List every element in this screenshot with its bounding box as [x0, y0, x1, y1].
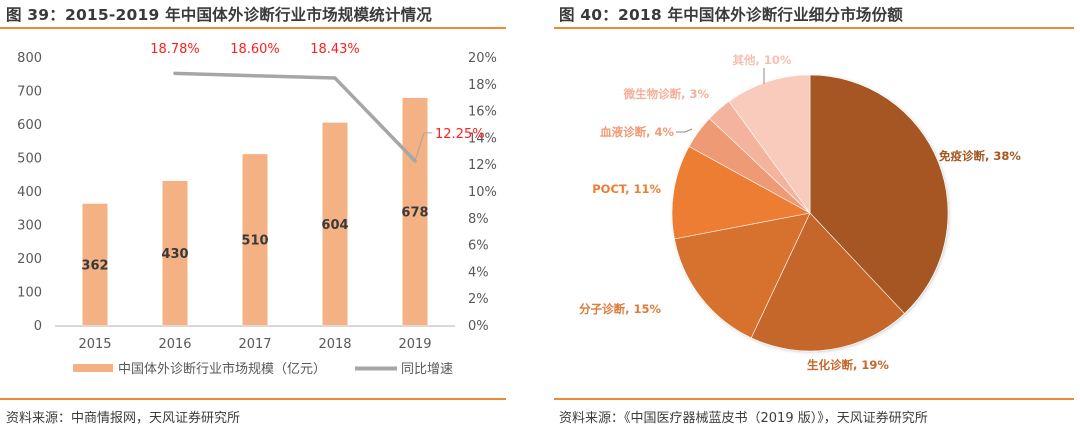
x-tick-label: 2018: [318, 337, 351, 352]
y-right-tick-label: 8%: [468, 212, 489, 227]
legend-swatch-bar: [73, 364, 113, 372]
y-left-tick-label: 700: [17, 85, 42, 100]
pie-slice-label: 生化诊断, 19%: [807, 358, 889, 372]
y-right-tick-label: 6%: [468, 239, 489, 254]
pie-slice-label: POCT, 11%: [592, 182, 661, 196]
y-right-tick-label: 12%: [468, 158, 497, 173]
growth-rate-line: [173, 71, 417, 163]
legend-label-line: 同比增速: [401, 362, 453, 377]
figure-39-source: 资料来源：中商情报网，天风证券研究所: [6, 411, 241, 426]
y-right-tick-label: 16%: [468, 105, 497, 120]
x-tick-label: 2016: [158, 337, 191, 352]
source-divider: [0, 398, 506, 400]
legend-label-bar: 中国体外诊断行业市场规模（亿元）: [118, 361, 326, 377]
y-right-tick-label: 14%: [468, 131, 497, 146]
figure-40-panel: 图 40：2018 年中国体外诊断行业细分市场份额 免疫诊断, 38% 生化诊断,…: [547, 0, 1080, 431]
y-right-tick-label: 4%: [468, 265, 489, 280]
bar-data-label: 510: [241, 234, 268, 249]
pie-slice-6: [728, 74, 811, 214]
y-left-tick-label: 200: [17, 252, 42, 267]
y-left-tick-label: 500: [17, 152, 42, 167]
bar-data-label: 362: [81, 258, 108, 273]
figure-39-title: 图 39：2015-2019 年中国体外诊断行业市场规模统计情况: [6, 6, 432, 24]
pie-slice-label: 血液诊断, 4%: [600, 125, 674, 139]
pie-slice-label: 其他, 10%: [733, 53, 792, 67]
line-data-label: 12.25%: [435, 127, 485, 142]
title-divider: [0, 27, 506, 29]
y-left-tick-label: 600: [17, 118, 42, 133]
source-divider: [554, 398, 1074, 400]
bar-2015: [82, 203, 108, 325]
pie-slices: [671, 74, 949, 352]
y-right-tick-label: 2%: [468, 292, 489, 307]
y-left-tick-label: 100: [17, 286, 42, 301]
y-left-tick-label: 800: [17, 51, 42, 66]
figure-40-title: 图 40：2018 年中国体外诊断行业细分市场份额: [559, 6, 904, 24]
figure-40-source: 资料来源：《中国医疗器械蓝皮书（2019 版）》，天风证券研究所: [559, 411, 928, 426]
x-tick-label: 2015: [78, 337, 111, 352]
y-left-tick-label: 300: [17, 219, 42, 234]
bar-2016: [162, 180, 188, 325]
bar-data-label: 430: [161, 247, 188, 262]
pie-slice-label: 免疫诊断, 38%: [939, 149, 1021, 163]
y-right-tick-label: 20%: [468, 51, 497, 66]
y-left-tick-label: 400: [17, 185, 42, 200]
pie-slice-3: [671, 146, 811, 240]
line-data-label: 18.60%: [230, 42, 280, 57]
y-right-tick-label: 0%: [468, 319, 489, 334]
pie-slice-1: [750, 212, 905, 352]
x-tick-label: 2019: [398, 337, 431, 352]
market-size-chart: 0 100 200 300 400 500 600 700 800 0% 2% 4% 6% 8% 10% 12…: [17, 42, 497, 377]
bar-data-label: 604: [321, 218, 348, 233]
y-right-tick-label: 18%: [468, 78, 497, 93]
line-data-label: 18.78%: [150, 42, 200, 57]
y-left-tick-label: 0: [34, 319, 42, 334]
figure-39-panel: 图 39：2015-2019 年中国体外诊断行业市场规模统计情况 0 100 200…: [0, 0, 530, 431]
pie-slice-label: 微生物诊断, 3%: [623, 87, 710, 101]
data-label-leader-line: [414, 132, 432, 162]
bar-2018: [322, 122, 348, 325]
pie-slice-2: [674, 212, 811, 339]
y-right-tick-label: 10%: [468, 185, 497, 200]
line-data-label: 18.43%: [310, 42, 360, 57]
bar-2017: [242, 154, 268, 325]
pie-slice-label: 分子诊断, 15%: [579, 302, 661, 316]
pie-slice-0: [809, 74, 949, 315]
title-divider: [554, 27, 1074, 29]
market-share-pie-chart: 免疫诊断, 38% 生化诊断, 19% 分子诊断, 15% POCT, 11% 血液诊断…: [579, 53, 1021, 372]
x-tick-label: 2017: [238, 337, 271, 352]
bar-data-label: 678: [401, 205, 428, 220]
leader-line-blood: [676, 128, 693, 133]
